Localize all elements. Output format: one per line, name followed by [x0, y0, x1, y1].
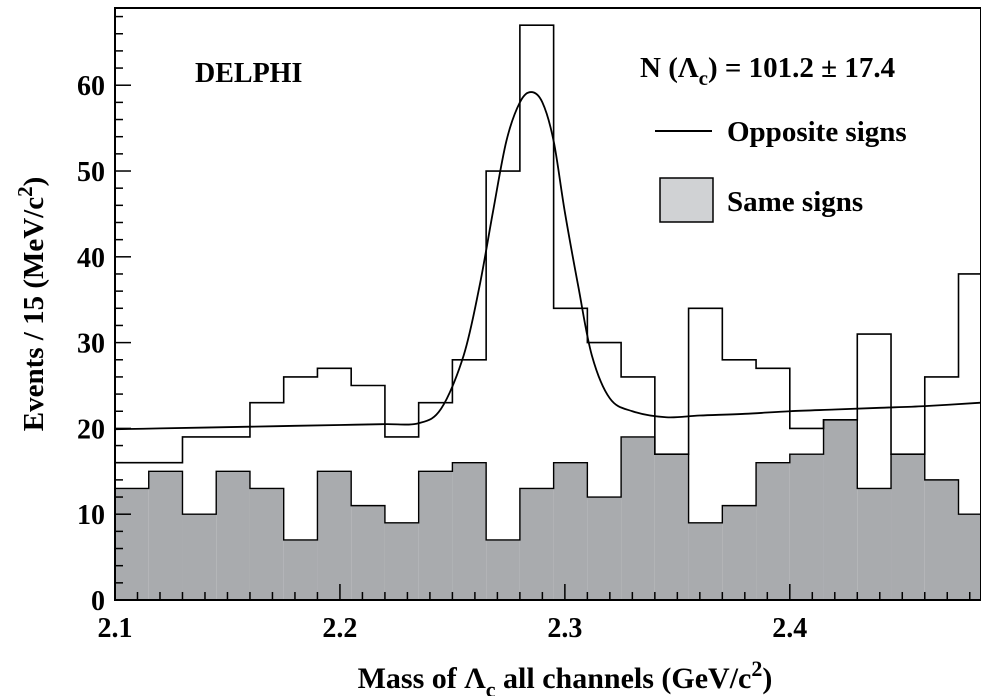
same-signs-bar [722, 505, 757, 600]
same-signs-bar [115, 488, 149, 600]
same-signs-bar [486, 539, 520, 600]
same-signs-bar [654, 454, 689, 600]
same-signs-histogram [114, 419, 981, 600]
y-tick-label: 30 [77, 329, 105, 360]
same-signs-bar [216, 471, 250, 600]
same-signs-bar [823, 419, 858, 600]
experiment-label: DELPHI [195, 58, 302, 89]
same-signs-bar [891, 454, 925, 600]
same-signs-bar [688, 522, 723, 600]
same-signs-bar [789, 454, 824, 600]
y-tick-label: 60 [77, 71, 105, 102]
same-signs-bar [587, 497, 622, 600]
yield-annotation: N (Λc) = 101.2 ± 17.4 [640, 52, 895, 90]
same-signs-bar [317, 471, 352, 600]
y-tick-label: 20 [77, 414, 105, 445]
y-axis-ticks: 0 10 20 30 40 50 60 [77, 15, 131, 617]
legend-label-opposite-signs: Opposite signs [727, 116, 907, 148]
same-signs-bar [249, 488, 284, 600]
same-signs-bar [519, 488, 554, 600]
fit-curve [114, 91, 981, 431]
x-tick-label: 2.3 [547, 613, 582, 644]
y-tick-label: 10 [77, 500, 105, 531]
same-signs-bar [148, 471, 183, 600]
y-axis-title: Events / 15 (MeV/c2) [13, 177, 50, 432]
x-axis-title: Mass of Λc all channels (GeV/c2) [358, 656, 773, 696]
legend-label-same-signs: Same signs [727, 186, 863, 218]
same-signs-bar [924, 479, 959, 600]
y-tick-label: 40 [77, 243, 105, 274]
plot-frame [114, 7, 981, 601]
x-axis-ticks: 2.1 2.2 2.3 2.4 [98, 584, 971, 644]
same-signs-bar [857, 488, 892, 600]
same-signs-bar [553, 462, 588, 600]
legend-filled-swatch [659, 177, 714, 223]
y-tick-label: 0 [91, 586, 105, 617]
same-signs-bar [182, 514, 217, 600]
same-signs-bar [756, 462, 790, 600]
same-signs-bar [351, 505, 385, 600]
opposite-signs-histogram [115, 24, 981, 464]
x-tick-label: 2.1 [98, 613, 133, 644]
same-signs-bar [283, 539, 318, 600]
same-signs-bar [621, 436, 655, 600]
same-signs-bar [958, 514, 981, 600]
x-tick-label: 2.4 [772, 613, 807, 644]
y-tick-label: 50 [77, 157, 105, 188]
same-signs-bar [384, 522, 419, 600]
same-signs-bar [452, 462, 487, 600]
x-tick-label: 2.2 [322, 613, 357, 644]
same-signs-bar [418, 471, 453, 600]
